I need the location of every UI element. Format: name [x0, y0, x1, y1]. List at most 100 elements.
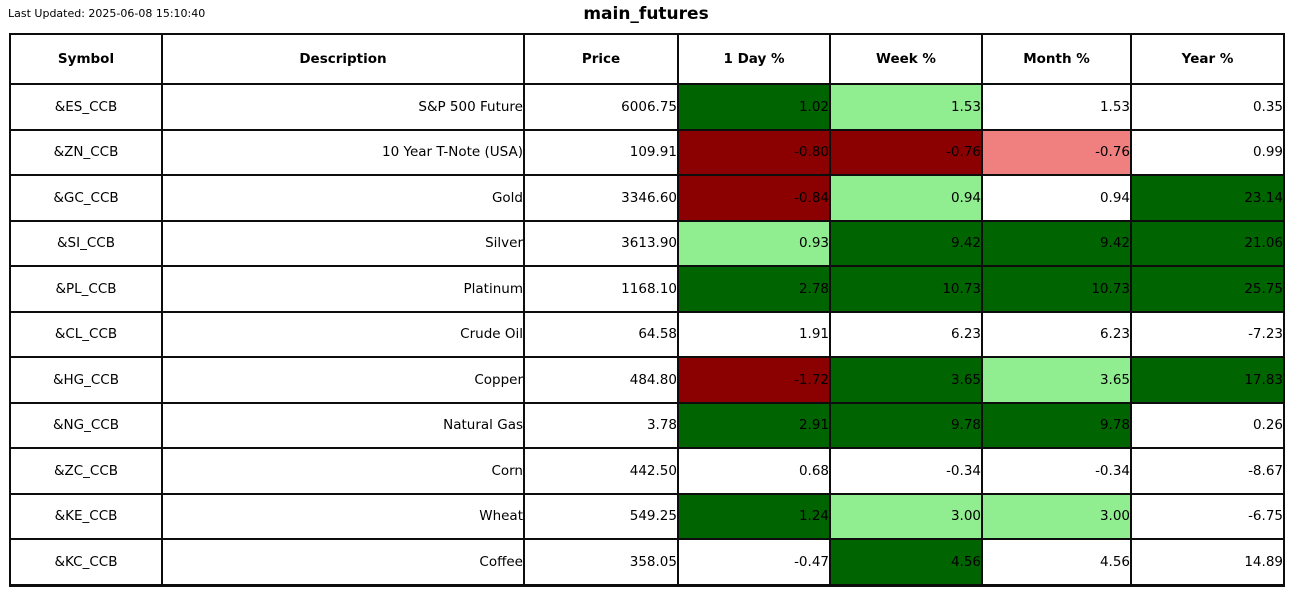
cell-week-pct: 3.65	[829, 356, 983, 404]
column-header-month: Month %	[981, 33, 1132, 85]
cell-month-pct: 9.42	[981, 219, 1132, 267]
cell-price: 3613.90	[523, 219, 679, 267]
cell-1day-pct: -0.84	[677, 174, 831, 222]
cell-description: Natural Gas	[161, 401, 525, 449]
cell-week-pct: 1.53	[829, 83, 983, 131]
cell-symbol: &KC_CCB	[9, 538, 163, 586]
cell-year-pct: -6.75	[1130, 492, 1285, 540]
cell-description: 10 Year T-Note (USA)	[161, 128, 525, 176]
cell-1day-pct: 0.93	[677, 219, 831, 267]
cell-1day-pct: -1.72	[677, 356, 831, 404]
cell-week-pct: -0.34	[829, 447, 983, 495]
cell-month-pct: -0.34	[981, 447, 1132, 495]
cell-year-pct: -8.67	[1130, 447, 1285, 495]
cell-1day-pct: -0.47	[677, 538, 831, 586]
table-header: Symbol Description Price 1 Day % Week % Month…	[9, 33, 1285, 85]
column-header-week: Week %	[829, 33, 983, 85]
cell-week-pct: -0.76	[829, 128, 983, 176]
cell-symbol: &CL_CCB	[9, 310, 163, 358]
cell-1day-pct: 1.91	[677, 310, 831, 358]
cell-month-pct: 3.00	[981, 492, 1132, 540]
column-header-description: Description	[161, 33, 525, 85]
cell-symbol: &PL_CCB	[9, 265, 163, 313]
cell-week-pct: 0.94	[829, 174, 983, 222]
page-title: main_futures	[583, 4, 709, 24]
cell-month-pct: 9.78	[981, 401, 1132, 449]
table-row-copper: &HG_CCB Copper 484.80 -1.72 3.65 3.65 17.83	[9, 356, 1285, 404]
cell-1day-pct: 2.91	[677, 401, 831, 449]
table-body: &ES_CCB S&P 500 Future 6006.75 1.02 1.53 1.53…	[9, 83, 1285, 586]
cell-symbol: &HG_CCB	[9, 356, 163, 404]
table-header-row: Symbol Description Price 1 Day % Week % Month…	[9, 33, 1285, 85]
cell-week-pct: 4.56	[829, 538, 983, 586]
cell-description: Copper	[161, 356, 525, 404]
cell-week-pct: 6.23	[829, 310, 983, 358]
cell-description: Gold	[161, 174, 525, 222]
cell-month-pct: -0.76	[981, 128, 1132, 176]
cell-month-pct: 1.53	[981, 83, 1132, 131]
cell-year-pct: 23.14	[1130, 174, 1285, 222]
table-row-corn: &ZC_CCB Corn 442.50 0.68 -0.34 -0.34 -8.67	[9, 447, 1285, 495]
cell-symbol: &ES_CCB	[9, 83, 163, 131]
cell-month-pct: 4.56	[981, 538, 1132, 586]
cell-1day-pct: 0.68	[677, 447, 831, 495]
cell-1day-pct: 1.24	[677, 492, 831, 540]
cell-1day-pct: -0.80	[677, 128, 831, 176]
cell-price: 6006.75	[523, 83, 679, 131]
table-row-10-year-t-note-usa: &ZN_CCB 10 Year T-Note (USA) 109.91 -0.80 -0…	[9, 128, 1285, 176]
cell-symbol: &NG_CCB	[9, 401, 163, 449]
cell-year-pct: 14.89	[1130, 538, 1285, 586]
cell-year-pct: 0.99	[1130, 128, 1285, 176]
cell-description: Crude Oil	[161, 310, 525, 358]
cell-week-pct: 9.78	[829, 401, 983, 449]
cell-week-pct: 10.73	[829, 265, 983, 313]
cell-1day-pct: 2.78	[677, 265, 831, 313]
table-row-s-p-500-future: &ES_CCB S&P 500 Future 6006.75 1.02 1.53 1.53…	[9, 83, 1285, 131]
cell-symbol: &SI_CCB	[9, 219, 163, 267]
column-header-1-day: 1 Day %	[677, 33, 831, 85]
cell-month-pct: 10.73	[981, 265, 1132, 313]
table-row-platinum: &PL_CCB Platinum 1168.10 2.78 10.73 10.73 25.7…	[9, 265, 1285, 313]
cell-year-pct: -7.23	[1130, 310, 1285, 358]
cell-description: Corn	[161, 447, 525, 495]
cell-symbol: &KE_CCB	[9, 492, 163, 540]
cell-description: Coffee	[161, 538, 525, 586]
column-header-symbol: Symbol	[9, 33, 163, 85]
cell-description: Silver	[161, 219, 525, 267]
last-updated-timestamp: Last Updated: 2025-06-08 15:10:40	[8, 7, 206, 20]
cell-price: 358.05	[523, 538, 679, 586]
cell-year-pct: 0.35	[1130, 83, 1285, 131]
cell-price: 1168.10	[523, 265, 679, 313]
cell-month-pct: 3.65	[981, 356, 1132, 404]
column-header-price: Price	[523, 33, 679, 85]
table-row-gold: &GC_CCB Gold 3346.60 -0.84 0.94 0.94 23.14	[9, 174, 1285, 222]
cell-1day-pct: 1.02	[677, 83, 831, 131]
cell-month-pct: 0.94	[981, 174, 1132, 222]
cell-month-pct: 6.23	[981, 310, 1132, 358]
cell-symbol: &ZC_CCB	[9, 447, 163, 495]
cell-description: Wheat	[161, 492, 525, 540]
cell-price: 3.78	[523, 401, 679, 449]
cell-year-pct: 17.83	[1130, 356, 1285, 404]
cell-price: 64.58	[523, 310, 679, 358]
cell-price: 442.50	[523, 447, 679, 495]
cell-price: 549.25	[523, 492, 679, 540]
cell-price: 484.80	[523, 356, 679, 404]
cell-symbol: &GC_CCB	[9, 174, 163, 222]
column-header-year: Year %	[1130, 33, 1285, 85]
table-row-natural-gas: &NG_CCB Natural Gas 3.78 2.91 9.78 9.78 0.26	[9, 401, 1285, 449]
table-row-crude-oil: &CL_CCB Crude Oil 64.58 1.91 6.23 6.23 -7.23	[9, 310, 1285, 358]
cell-price: 109.91	[523, 128, 679, 176]
table-row-wheat: &KE_CCB Wheat 549.25 1.24 3.00 3.00 -6.75	[9, 492, 1285, 540]
cell-description: S&P 500 Future	[161, 83, 525, 131]
futures-table: Symbol Description Price 1 Day % Week % Month…	[9, 33, 1285, 587]
cell-symbol: &ZN_CCB	[9, 128, 163, 176]
cell-description: Platinum	[161, 265, 525, 313]
table-row-coffee: &KC_CCB Coffee 358.05 -0.47 4.56 4.56 14.89	[9, 538, 1285, 586]
cell-year-pct: 25.75	[1130, 265, 1285, 313]
cell-price: 3346.60	[523, 174, 679, 222]
table-row-silver: &SI_CCB Silver 3613.90 0.93 9.42 9.42 21.06	[9, 219, 1285, 267]
cell-week-pct: 9.42	[829, 219, 983, 267]
cell-year-pct: 21.06	[1130, 219, 1285, 267]
